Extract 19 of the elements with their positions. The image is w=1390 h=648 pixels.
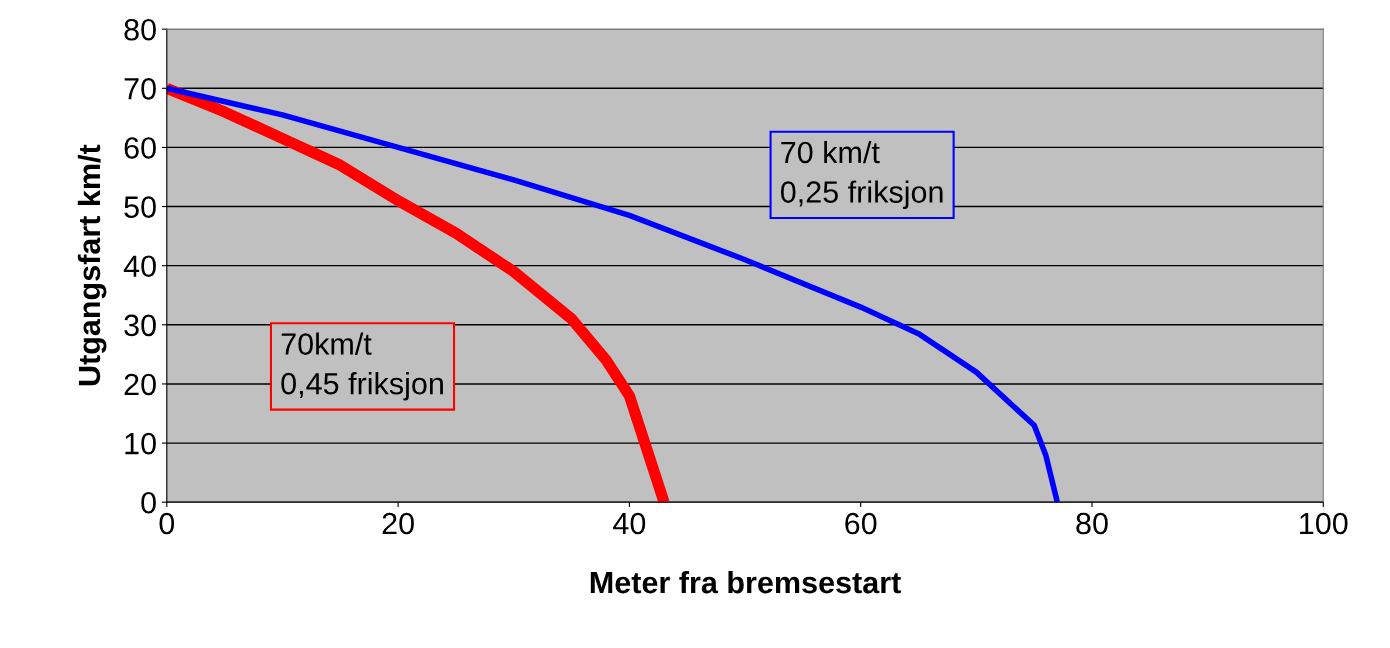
x-tick-label: 100 <box>1300 512 1348 535</box>
y-tick-label: 0 <box>141 491 156 514</box>
y-tick-label: 50 <box>124 196 156 218</box>
x-tick-label: 40 <box>613 512 646 535</box>
y-tick-label: 20 <box>124 373 156 396</box>
x-tick-label: 20 <box>382 512 414 535</box>
y-tick-label: 80 <box>124 18 156 41</box>
series-label: 70 km/t 0,25 friksjon <box>780 140 943 209</box>
y-tick-label: 40 <box>123 255 156 278</box>
y-tick-label: 30 <box>124 314 156 337</box>
x-axis-title: Meter fra bremsestart <box>590 570 901 594</box>
y-axis-title: Utgangsfart km/t <box>77 144 107 386</box>
x-tick-label: 80 <box>1076 512 1108 535</box>
x-tick-label: 0 <box>159 512 175 535</box>
y-tick-label: 10 <box>125 432 156 455</box>
x-tick-label: 60 <box>845 512 877 535</box>
text: 70km/t 0,45 friksjon <box>281 332 443 401</box>
y-tick-label: 70 <box>124 78 156 100</box>
y-tick-label: 60 <box>124 137 156 159</box>
